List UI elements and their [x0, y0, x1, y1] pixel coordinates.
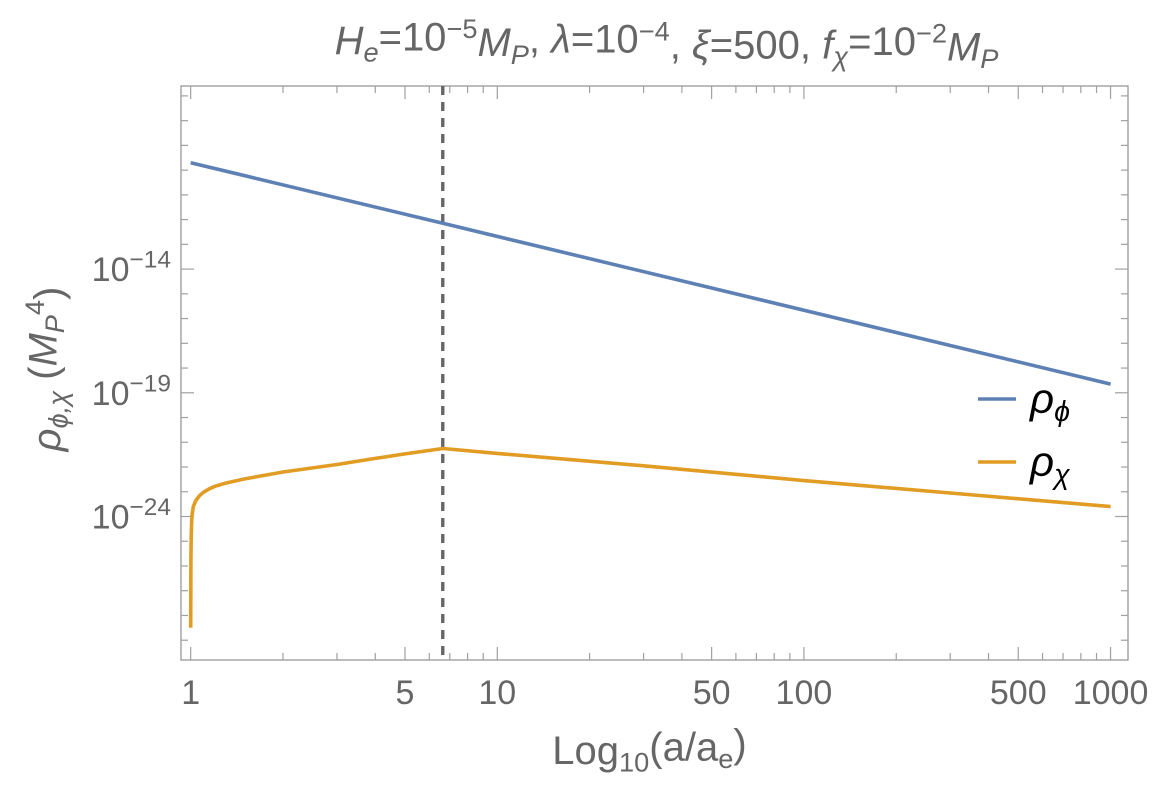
x-axis-label-part: 10	[619, 747, 649, 778]
y-axis-label-part: (	[21, 366, 65, 391]
y-tick-exponent: −19	[129, 370, 171, 397]
x-tick-label: 500	[990, 674, 1047, 712]
y-axis-label-part: ϕ,χ	[43, 390, 74, 429]
plot-frame	[180, 85, 1129, 661]
chart-title-part: M	[947, 26, 981, 70]
x-axis-label-part: )	[733, 722, 746, 766]
x-tick-label: 100	[776, 674, 833, 712]
y-tick-label: 10−24	[92, 494, 171, 536]
x-tick-label: 10	[478, 674, 516, 712]
chart-title-part: ξ	[692, 23, 712, 67]
chart-title-part: =10	[848, 20, 916, 64]
x-tick-label: 1	[181, 674, 200, 712]
x-axis-label-part: e	[718, 743, 733, 774]
x-axis-label: Log10(a/ae)	[552, 722, 746, 778]
labels-group: 1 5 10 50 100 500 100010−1410−1910−24He=10−5MP…	[19, 13, 1148, 777]
y-tick-label: 10−14	[92, 247, 171, 289]
plot-frame-rect	[180, 85, 1129, 661]
series-group	[188, 86, 1112, 660]
series-line-rho-chi	[188, 446, 1111, 628]
x-axis-label-part: Log	[552, 729, 619, 773]
y-tick-base: 10	[92, 375, 130, 413]
y-axis-label-part: ρ	[25, 428, 69, 452]
chart-title-part: e	[363, 37, 378, 68]
x-tick-label: 5	[396, 674, 415, 712]
x-tick-label: 1000	[1073, 674, 1149, 712]
chart-title-part: P	[511, 39, 529, 70]
chart-title-part: λ	[549, 18, 571, 62]
y-axis-label-part: P	[39, 315, 70, 333]
x-tick-label: 50	[693, 674, 731, 712]
chart-title-part: P	[980, 43, 998, 74]
legend-entry-rho-chi-part: χ	[1051, 459, 1070, 491]
chart-title-part: ,	[529, 18, 551, 62]
chart-title-part: M	[477, 21, 511, 65]
y-tick-exponent: −24	[129, 494, 171, 521]
chart-title-part: χ	[831, 41, 849, 72]
y-axis-label-part: )	[27, 287, 71, 300]
chart-title-part: =10	[379, 15, 447, 59]
chart-title-part: =500,	[710, 23, 822, 67]
legend-entry-rho-chi-part: ρ	[1028, 438, 1054, 485]
y-axis-label: ρϕ,χ (MP4)	[19, 287, 73, 453]
chart-title-part: −2	[916, 18, 947, 49]
x-axis-label-part: (a/a	[649, 725, 719, 769]
chart-title-part: ,	[670, 23, 692, 67]
chart-title-part: =10	[571, 18, 639, 62]
y-tick-base: 10	[92, 251, 130, 289]
chart-title-part: −4	[639, 15, 670, 46]
series-line-rho-phi	[190, 160, 1112, 386]
legend-entry-rho-phi: ρϕ	[1028, 375, 1070, 428]
chart-title: He=10−5MP, λ=10−4, ξ=500, fχ=10−2MP	[335, 13, 999, 74]
y-axis-label-part: M	[21, 333, 65, 367]
legend-entry-rho-phi-part: ϕ	[1054, 396, 1070, 428]
tick-marks	[181, 86, 1128, 660]
legend-entry-rho-chi: ρχ	[1028, 438, 1070, 491]
y-axis-label-part: 4	[19, 300, 50, 315]
chart-title-part: −5	[446, 13, 477, 44]
chart-title-part: H	[335, 19, 364, 63]
y-tick-label: 10−19	[92, 370, 171, 412]
y-tick-exponent: −14	[129, 247, 171, 274]
y-tick-base: 10	[92, 499, 130, 537]
legend-entry-rho-phi-part: ρ	[1028, 375, 1054, 422]
